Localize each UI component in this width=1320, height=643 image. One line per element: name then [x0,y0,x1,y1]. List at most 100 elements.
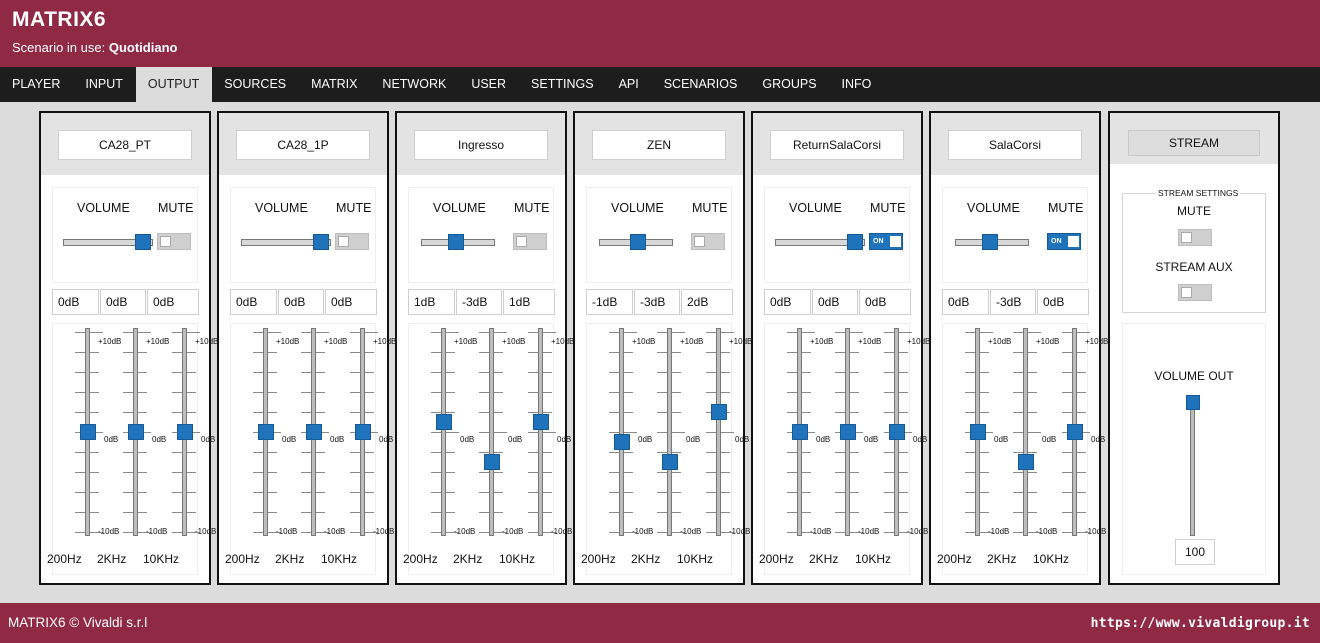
volume-label: VOLUME [967,201,1020,215]
stream-mute-toggle[interactable] [1178,229,1212,246]
eq-slider-track[interactable] [716,328,721,536]
volume-mute-area: VOLUME MUTE ON [764,187,910,283]
eq-slider-knob[interactable] [1018,454,1034,470]
eq-slider-track[interactable] [619,328,624,536]
eq-slider-knob[interactable] [889,424,905,440]
eq-slider-knob[interactable] [80,424,96,440]
eq-slider-knob[interactable] [792,424,808,440]
app-title: MATRIX6 [12,8,107,31]
eq-value-box[interactable]: 1dB [408,289,455,315]
eq-scale-label-mid: 0dB [1042,435,1057,444]
mute-toggle[interactable]: ON [1047,233,1081,250]
mute-toggle[interactable] [335,233,369,250]
eq-scale-label-bottom: -10dB [454,527,476,536]
nav-item-scenarios[interactable]: SCENARIOS [663,77,738,91]
eq-scale-label-mid: 0dB [460,435,475,444]
eq-value-box[interactable]: 1dB [503,289,555,315]
eq-slider-knob[interactable] [436,414,452,430]
nav-item-matrix[interactable]: MATRIX [311,77,358,91]
stream-aux-toggle[interactable] [1178,284,1212,301]
eq-slider-knob[interactable] [177,424,193,440]
eq-value-box[interactable]: 0dB [764,289,811,315]
stream-header: STREAM [1110,113,1278,164]
nav-item-sources[interactable]: SOURCES [224,77,287,91]
volume-slider-knob[interactable] [847,234,863,250]
eq-slider-knob[interactable] [258,424,274,440]
eq-slider-track[interactable] [667,328,672,536]
nav-item-api[interactable]: API [618,77,639,91]
eq-slider-knob[interactable] [662,454,678,470]
eq-value-box[interactable]: 0dB [52,289,99,315]
volume-label: VOLUME [77,201,130,215]
nav-item-user[interactable]: USER [471,77,507,91]
nav-item-network[interactable]: NETWORK [382,77,447,91]
eq-scale-label-bottom: -10dB [632,527,654,536]
nav-item-output[interactable]: OUTPUT [135,67,213,102]
nav-item-input[interactable]: INPUT [85,77,123,91]
eq-value-box[interactable]: 0dB [325,289,377,315]
eq-value-box[interactable]: 0dB [942,289,989,315]
volume-slider-knob[interactable] [135,234,151,250]
volume-slider-track[interactable] [775,239,865,246]
eq-slider-knob[interactable] [128,424,144,440]
eq-scale-label-top: +10dB [988,337,1012,346]
eq-value-box[interactable]: -3dB [634,289,680,315]
volume-out-slider-track[interactable] [1190,402,1195,536]
footer-url[interactable]: https://www.vivaldigroup.it [1090,616,1310,631]
eq-value-box[interactable]: -3dB [456,289,502,315]
eq-slider-track[interactable] [1023,328,1028,536]
volume-slider-knob[interactable] [313,234,329,250]
eq-sliders-area: +10dB 0dB -10dB 200Hz +10dB 0dB -10dB 2KHz +10dB… [225,323,396,575]
nav-item-info[interactable]: INFO [841,77,872,91]
toggle-knob [1068,236,1079,247]
eq-slider-knob[interactable] [484,454,500,470]
volume-slider-knob[interactable] [448,234,464,250]
eq-value-box[interactable]: 0dB [859,289,911,315]
mute-toggle[interactable] [513,233,547,250]
mute-toggle[interactable] [691,233,725,250]
eq-slider-track[interactable] [538,328,543,536]
eq-scale-label-bottom: -10dB [502,527,524,536]
output-header: CA28_PT [41,113,209,175]
output-header: SalaCorsi [931,113,1099,175]
eq-frequency-label: 200Hz [581,552,616,566]
eq-value-box[interactable]: 0dB [1037,289,1089,315]
nav-item-settings[interactable]: SETTINGS [531,77,594,91]
eq-slider-knob[interactable] [711,404,727,420]
eq-scale-label-top: +10dB [98,337,122,346]
nav-item-groups[interactable]: GROUPS [762,77,817,91]
eq-slider-knob[interactable] [1067,424,1083,440]
eq-value-box[interactable]: 0dB [100,289,146,315]
volume-slider-knob[interactable] [630,234,646,250]
eq-value-box[interactable]: 2dB [681,289,733,315]
eq-frequency-label: 10KHz [321,552,358,566]
eq-slider-track[interactable] [441,328,446,536]
stream-panel: STREAM STREAM SETTINGS MUTE STREAM AUX V… [1108,111,1280,585]
volume-out-value[interactable]: 100 [1175,539,1215,565]
volume-out-slider-knob[interactable] [1186,395,1200,410]
eq-scale-label-top: +10dB [680,337,704,346]
volume-slider-track[interactable] [241,239,331,246]
eq-scale-label-mid: 0dB [735,435,750,444]
eq-slider-track[interactable] [489,328,494,536]
eq-slider-knob[interactable] [533,414,549,430]
eq-scale-label-mid: 0dB [508,435,523,444]
volume-slider-knob[interactable] [982,234,998,250]
nav-item-player[interactable]: PLAYER [12,77,61,91]
eq-value-box[interactable]: -3dB [990,289,1036,315]
eq-slider-knob[interactable] [970,424,986,440]
eq-slider-knob[interactable] [306,424,322,440]
eq-value-box[interactable]: 0dB [278,289,324,315]
volume-slider-track[interactable] [63,239,153,246]
eq-value-box[interactable]: 0dB [812,289,858,315]
eq-value-box[interactable]: 0dB [147,289,199,315]
eq-value-box[interactable]: 0dB [230,289,277,315]
eq-slider-knob[interactable] [614,434,630,450]
eq-slider-knob[interactable] [840,424,856,440]
eq-value-box[interactable]: -1dB [586,289,633,315]
eq-frequency-label: 10KHz [855,552,892,566]
eq-scale-label-bottom: -10dB [146,527,168,536]
mute-toggle[interactable]: ON [869,233,903,250]
eq-slider-knob[interactable] [355,424,371,440]
mute-toggle[interactable] [157,233,191,250]
